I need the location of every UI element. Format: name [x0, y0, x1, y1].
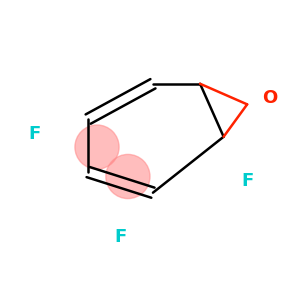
- Text: O: O: [262, 89, 277, 107]
- Text: F: F: [241, 172, 254, 190]
- Circle shape: [106, 154, 150, 199]
- Circle shape: [75, 125, 119, 169]
- Text: F: F: [114, 228, 127, 246]
- Text: F: F: [29, 125, 41, 143]
